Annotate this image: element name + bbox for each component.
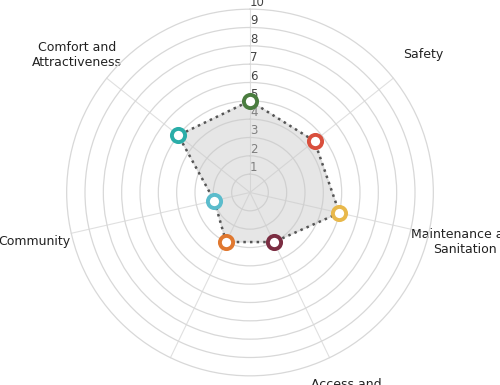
Point: [270, 239, 278, 245]
Point: [336, 210, 344, 216]
Point: [174, 132, 182, 139]
Point: [310, 138, 318, 144]
Point: [222, 239, 230, 245]
Point: [246, 98, 254, 104]
Polygon shape: [178, 101, 340, 242]
Point: [210, 198, 218, 204]
